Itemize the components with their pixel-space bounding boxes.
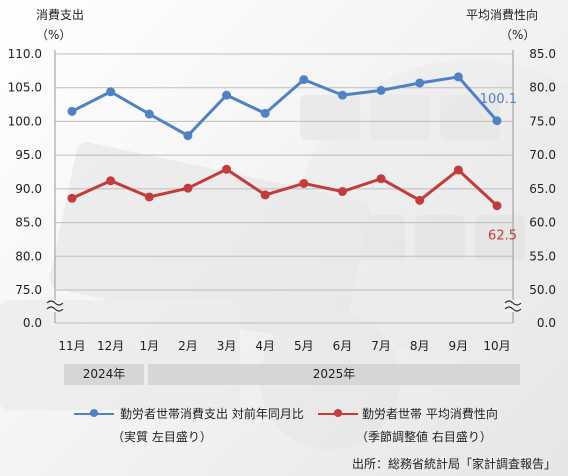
right-axis-unit: （%） (500, 28, 536, 42)
right-tick-label: 85.0 (529, 47, 556, 61)
data-point (453, 72, 463, 82)
right-tick-label: 65.0 (529, 182, 556, 196)
x-tick-label: 7月 (371, 339, 391, 353)
data-point (67, 106, 77, 116)
x-tick-label: 11月 (58, 339, 85, 353)
x-tick-label: 9月 (449, 339, 469, 353)
data-point (376, 174, 386, 184)
year-label-2024: 2024年 (64, 364, 144, 385)
end-value-label-2: 62.5 (488, 229, 517, 244)
data-point (144, 192, 154, 202)
data-point (106, 87, 116, 97)
data-point (337, 90, 347, 100)
x-tick-label: 5月 (294, 339, 314, 353)
right-tick-label: 80.0 (529, 81, 556, 95)
x-tick-label: 2月 (178, 339, 198, 353)
series-layer: 100.1 62.5 (67, 72, 517, 244)
right-axis-title: 平均消費性向 (466, 8, 539, 22)
left-axis-break (46, 300, 64, 312)
series-line-2 (71, 167, 499, 207)
data-point (299, 75, 309, 85)
right-tick-label: 55.0 (529, 249, 556, 263)
data-point (183, 131, 193, 141)
end-value-label-1: 100.1 (480, 92, 517, 107)
left-axis-unit: （%） (36, 28, 72, 42)
axis-break-wave (46, 306, 64, 312)
data-point (453, 165, 463, 175)
source-note: 出所：総務省統計局「家計調査報告」 (351, 457, 556, 471)
left-tick-label: 85.0 (15, 216, 42, 230)
axis-break-mask (46, 300, 64, 312)
axis-break-wave (504, 300, 522, 306)
legend-series2-note: （季節調整値 右目盛り） (356, 430, 492, 444)
left-tick-label: 80.0 (15, 249, 42, 263)
legend-series1-note: （実質 左目盛り） (112, 430, 212, 444)
left-tick-label: 95.0 (15, 148, 42, 162)
right-tick-label: 50.0 (529, 283, 556, 297)
data-point (415, 195, 425, 205)
data-point (376, 85, 386, 95)
x-tick-label: 12月 (97, 339, 124, 353)
axis-break-wave (46, 300, 64, 306)
left-zero-label: 0.0 (23, 316, 42, 330)
left-tick-label: 75.0 (15, 283, 42, 297)
data-point (299, 178, 309, 188)
left-tick-label: 90.0 (15, 182, 42, 196)
left-tick-label: 105.0 (8, 81, 42, 95)
series-line-1 (71, 75, 499, 138)
data-point (337, 187, 347, 197)
line-chart: 110.0 85.0 105.0 80.0 100.0 75.0 95.0 70.0 90.0 6… (8, 47, 556, 353)
x-tick-label: 6月 (333, 339, 353, 353)
data-point (222, 90, 232, 100)
data-point (183, 183, 193, 193)
right-tick-label: 75.0 (529, 114, 556, 128)
data-point (415, 78, 425, 88)
right-tick-label: 60.0 (529, 216, 556, 230)
left-tick-label: 110.0 (8, 47, 42, 61)
right-zero-label: 0.0 (537, 316, 556, 330)
legend-series2-label: 勤労者世帯 平均消費性向 (362, 407, 498, 421)
x-tick-label: 4月 (255, 339, 275, 353)
year-label-2025: 2025年 (148, 364, 520, 385)
data-point (260, 108, 270, 118)
left-tick-label: 100.0 (8, 114, 42, 128)
x-tick-label: 8月 (410, 339, 430, 353)
data-point (260, 190, 270, 200)
legend-marker-blue (90, 409, 98, 417)
axis-break-wave (504, 306, 522, 312)
right-axis-break (504, 300, 522, 312)
grid-lines (46, 50, 522, 324)
data-point (492, 201, 502, 211)
data-point (222, 164, 232, 174)
left-axis-title: 消費支出 (36, 8, 85, 22)
x-tick-label: 3月 (217, 339, 237, 353)
legend-marker-red (334, 409, 342, 417)
axis-break-mask (504, 300, 522, 312)
data-point (67, 193, 77, 203)
data-point (106, 176, 116, 186)
data-point (144, 109, 154, 119)
data-point (492, 116, 502, 126)
right-tick-label: 70.0 (529, 148, 556, 162)
x-tick-label: 1月 (139, 339, 159, 353)
x-tick-label: 10月 (483, 339, 510, 353)
axis-labels: 110.0 85.0 105.0 80.0 100.0 75.0 95.0 70.0 90.0 6… (8, 47, 556, 353)
legend-series1-label: 勤労者世帯消費支出 対前年同月比 (120, 407, 304, 421)
